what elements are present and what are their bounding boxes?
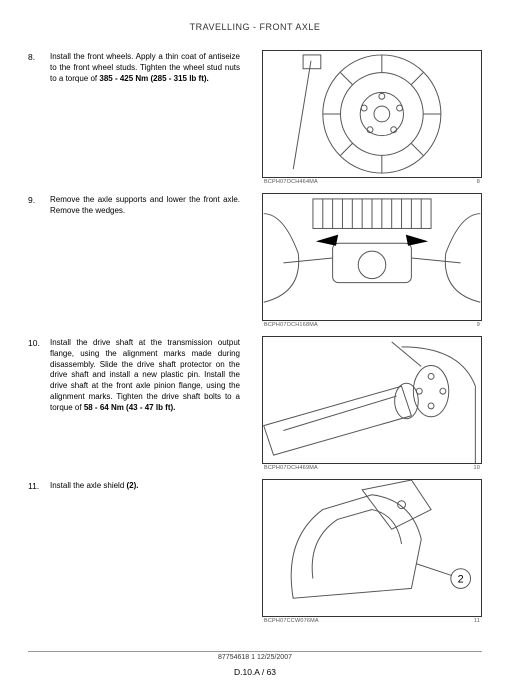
step-text: Remove the axle supports and lower the f…: [50, 193, 248, 217]
step-text-bold: 385 - 425 Nm (285 - 315 lb ft).: [99, 74, 208, 83]
figure-image: [262, 336, 482, 464]
step-8: 8. Install the front wheels. Apply a thi…: [28, 50, 482, 185]
figure-caption: BCPH07OCH168MA 9: [262, 321, 482, 328]
figure-caption-num: 10: [473, 465, 480, 471]
step-text-body: Install the drive shaft at the transmiss…: [50, 338, 240, 412]
step-text-bold: (2).: [127, 481, 139, 490]
figure-11: 2 BCPH07CCW076MA 11: [262, 479, 482, 624]
footer-rule: [28, 651, 482, 652]
figure-caption-code: BCPH07OCH464MA: [264, 179, 318, 185]
step-text-bold: 58 - 64 Nm (43 - 47 lb ft).: [84, 403, 176, 412]
step-number: 8.: [28, 50, 50, 62]
step-number: 10.: [28, 336, 50, 348]
step-text: Install the axle shield (2).: [50, 479, 248, 492]
figure-caption-num: 11: [474, 618, 480, 624]
figure-caption-code: BCPH07OCH469MA: [264, 465, 318, 471]
figure-caption: BCPH07CCW076MA 11: [262, 617, 482, 624]
figure-caption: BCPH07OCH464MA 8: [262, 178, 482, 185]
step-text: Install the front wheels. Apply a thin c…: [50, 50, 248, 84]
figure-image: [262, 50, 482, 178]
step-10: 10. Install the drive shaft at the trans…: [28, 336, 482, 471]
step-number: 11.: [28, 479, 50, 491]
figure-9: BCPH07OCH168MA 9: [262, 193, 482, 328]
step-11: 11. Install the axle shield (2). 2 BCPH0…: [28, 479, 482, 624]
figure-caption-code: BCPH07OCH168MA: [264, 322, 318, 328]
figure-image: 2: [262, 479, 482, 617]
figure-caption: BCPH07OCH469MA 10: [262, 464, 482, 471]
step-text-body: Remove the axle supports and lower the f…: [50, 195, 240, 215]
figure-8: BCPH07OCH464MA 8: [262, 50, 482, 185]
figure-10: BCPH07OCH469MA 10: [262, 336, 482, 471]
figure-caption-code: BCPH07CCW076MA: [264, 618, 319, 624]
figure-image: [262, 193, 482, 321]
section-header: TRAVELLING - FRONT AXLE: [28, 22, 482, 32]
figure-caption-num: 9: [477, 322, 480, 328]
step-text-body: Install the axle shield: [50, 481, 127, 490]
step-9: 9. Remove the axle supports and lower th…: [28, 193, 482, 328]
figure-caption-num: 8: [477, 179, 480, 185]
page-footer: 87754618 1 12/25/2007 D.10.A / 63: [0, 651, 510, 677]
footer-doc-id: 87754618 1 12/25/2007: [0, 654, 510, 661]
callout-2-text: 2: [458, 573, 464, 585]
footer-page-code: D.10.A / 63: [0, 667, 510, 677]
step-number: 9.: [28, 193, 50, 205]
step-text: Install the drive shaft at the transmiss…: [50, 336, 248, 414]
